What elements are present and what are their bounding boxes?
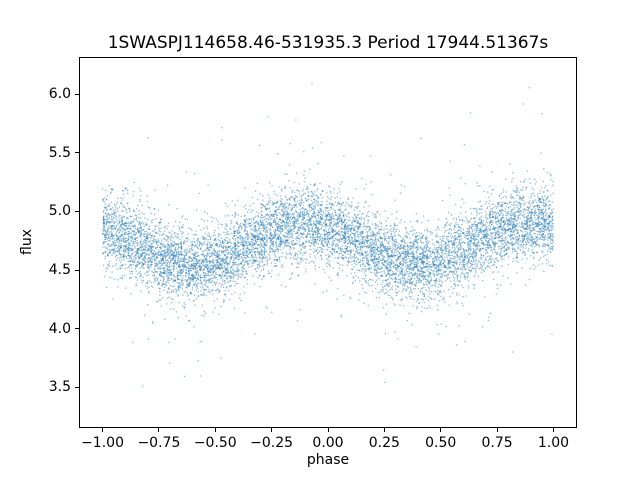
x-tick-label: 0.00: [312, 435, 344, 451]
x-tick-mark: [496, 428, 498, 432]
x-tick-mark: [271, 428, 273, 432]
y-tick-mark: [75, 386, 79, 388]
x-tick-label: −0.25: [250, 435, 294, 451]
y-tick-mark: [75, 269, 79, 271]
y-tick-label: 4.5: [48, 262, 71, 279]
y-tick-label: 6.0: [48, 86, 71, 103]
y-axis-label: flux: [19, 229, 35, 255]
x-tick-label: 0.75: [481, 435, 513, 451]
x-tick-mark: [327, 428, 329, 432]
scatter-canvas: [80, 58, 576, 427]
x-tick-mark: [158, 428, 160, 432]
y-tick-mark: [75, 328, 79, 330]
x-tick-label: 1.00: [537, 435, 570, 451]
y-tick-label: 5.0: [48, 203, 71, 220]
y-tick-label: 4.0: [48, 320, 71, 337]
x-tick-label: 0.25: [368, 435, 400, 451]
x-tick-mark: [552, 428, 554, 432]
y-tick-label: 3.5: [48, 379, 71, 396]
y-tick-mark: [75, 93, 79, 95]
x-tick-label: 0.50: [425, 435, 457, 451]
x-axis-label: phase: [306, 452, 350, 468]
x-tick-label: −1.00: [81, 435, 124, 451]
x-tick-mark: [440, 428, 442, 432]
x-tick-label: −0.50: [193, 435, 237, 451]
plot-area: [79, 57, 577, 428]
y-tick-label: 5.5: [48, 144, 71, 161]
y-tick-mark: [75, 152, 79, 154]
y-tick-mark: [75, 210, 79, 212]
x-tick-label: −0.75: [137, 435, 181, 451]
x-tick-mark: [383, 428, 385, 432]
x-tick-mark: [102, 428, 104, 432]
x-tick-mark: [214, 428, 216, 432]
chart-title: 1SWASPJ114658.46-531935.3 Period 17944.5…: [107, 33, 549, 53]
